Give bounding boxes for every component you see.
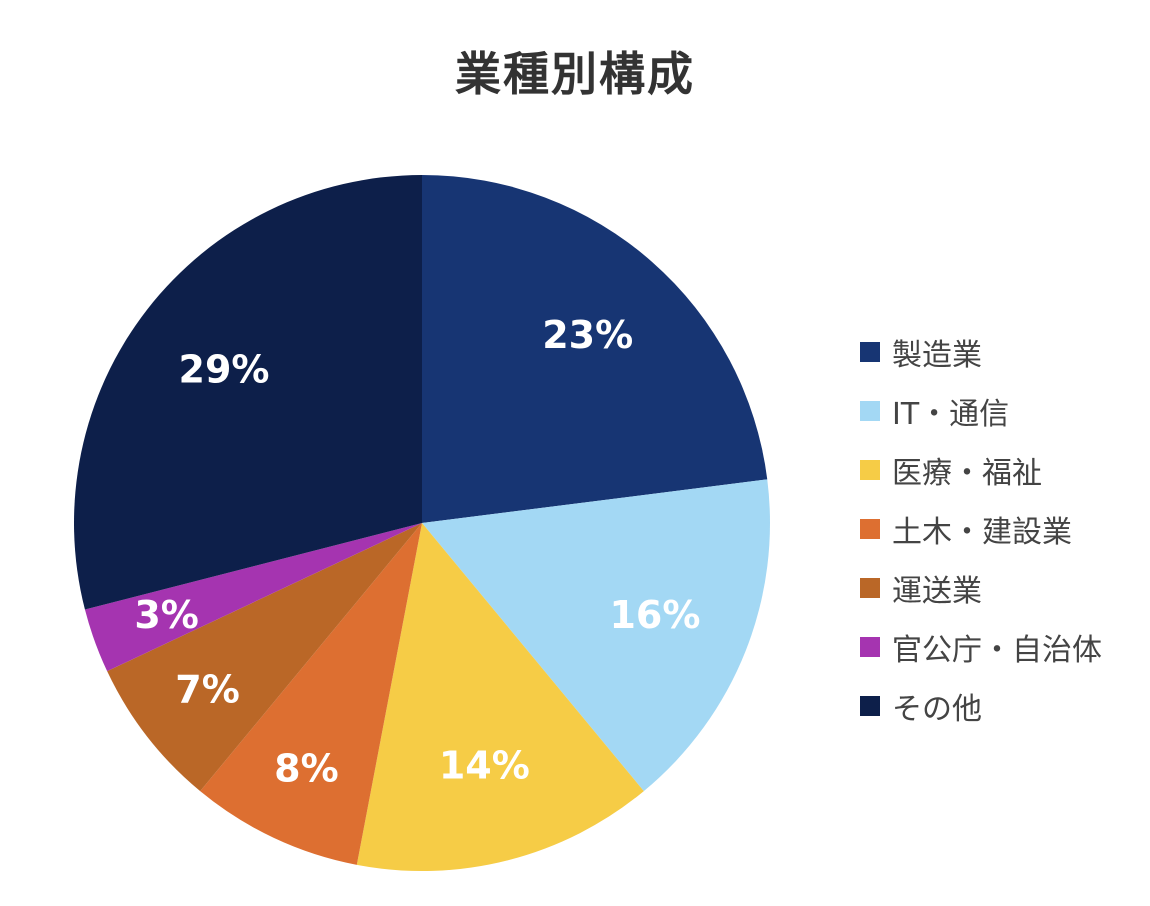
legend-label: その他 [892, 691, 982, 727]
pie-slice-1 [422, 479, 770, 792]
pie-slice-label-5: 3% [134, 593, 199, 637]
pie-slice-label-2: 14% [439, 744, 530, 788]
legend-label: 土木・建設業 [892, 514, 1072, 550]
pie-slice-4 [107, 523, 423, 792]
pie-slice-label-6: 29% [179, 347, 270, 391]
legend-swatch [860, 341, 880, 362]
pie-slice-label-3: 8% [274, 747, 339, 791]
legend-swatch [860, 636, 880, 657]
chart-title: 業種別構成 [455, 47, 695, 101]
legend-item-5: 官公庁・自治体 [860, 617, 1102, 676]
legend-label: 医療・福祉 [892, 455, 1042, 491]
pie-slice-label-1: 16% [609, 593, 700, 637]
legend-swatch [860, 400, 880, 421]
legend-item-6: その他 [860, 676, 1102, 735]
legend-item-3: 土木・建設業 [860, 499, 1102, 558]
pie-slice-6 [73, 175, 422, 610]
legend-swatch [860, 577, 880, 598]
pie-slice-2 [356, 523, 644, 871]
legend-label: 製造業 [892, 337, 982, 373]
legend-swatch [860, 695, 880, 716]
legend-swatch [860, 518, 880, 539]
pie-slice-label-0: 23% [542, 313, 633, 357]
legend-item-0: 製造業 [860, 322, 1102, 381]
legend-label: 運送業 [892, 573, 982, 609]
pie-slice-5 [84, 523, 423, 672]
legend-item-1: IT・通信 [860, 381, 1102, 440]
legend-item-4: 運送業 [860, 558, 1102, 617]
legend-label: 官公庁・自治体 [892, 632, 1102, 668]
legend-item-2: 医療・福祉 [860, 440, 1102, 499]
legend-label: IT・通信 [892, 396, 1010, 432]
legend-swatch [860, 459, 880, 480]
pie-slice-0 [422, 175, 768, 523]
pie-slice-label-4: 7% [175, 667, 240, 711]
legend: 製造業 IT・通信医療・福祉土木・建設業 運送業官公庁・自治体 その他 [860, 322, 1102, 735]
pie-slice-3 [200, 523, 422, 865]
